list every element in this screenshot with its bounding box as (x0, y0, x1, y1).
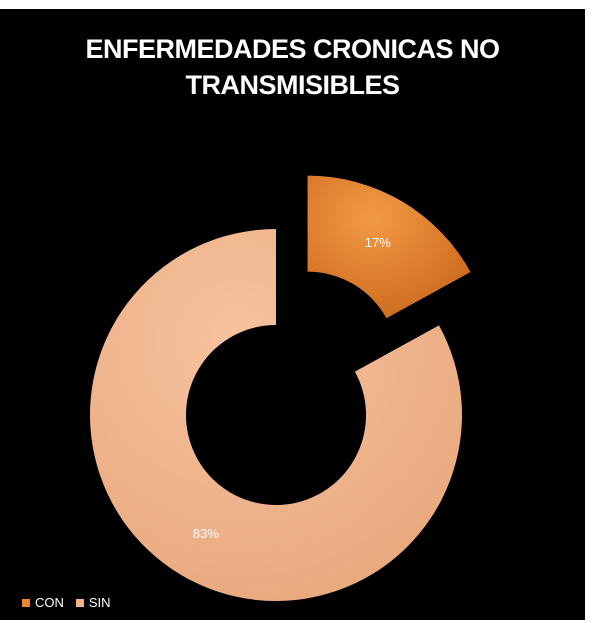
doughnut-chart: 17% 83% (89, 175, 471, 601)
legend-swatch-con (22, 598, 30, 607)
chart-title: ENFERMEDADES CRONICAS NO TRANSMISIBLES (0, 31, 585, 103)
chart-title-line-1: ENFERMEDADES CRONICAS NO (85, 34, 500, 64)
data-label-sin: 83% (193, 526, 219, 541)
legend: CON SIN (22, 595, 111, 610)
slice-con (307, 175, 471, 319)
slices-group (89, 175, 471, 601)
data-label-con: 17% (365, 235, 391, 250)
legend-item-con: CON (22, 595, 64, 610)
chart-panel: ENFERMEDADES CRONICAS NO TRANSMISIBLES 1… (0, 9, 585, 620)
chart-title-line-2: TRANSMISIBLES (185, 70, 400, 100)
legend-label-sin: SIN (88, 595, 111, 610)
legend-label-con: CON (35, 595, 64, 610)
slice-sin (89, 229, 462, 601)
slice-labels-group: 17% 83% (193, 235, 392, 541)
legend-item-sin: SIN (75, 595, 111, 610)
legend-swatch-sin (75, 598, 84, 607)
